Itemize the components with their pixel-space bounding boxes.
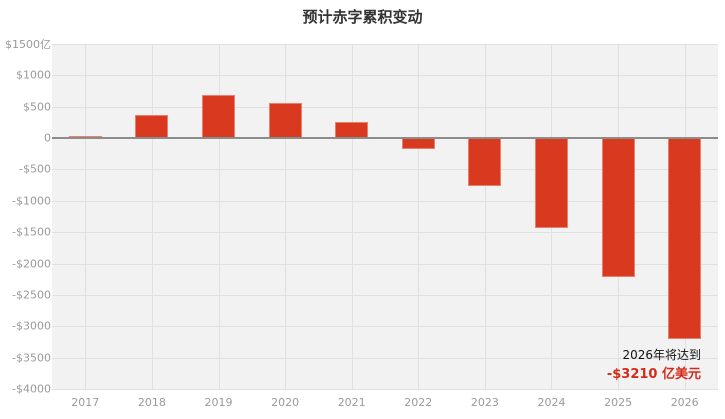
y-tick-label: -$2000	[12, 257, 51, 271]
bar-2024[interactable]	[535, 138, 568, 228]
v-gridline	[352, 44, 353, 389]
zero-baseline	[52, 137, 718, 140]
annotation-line2: -$3210 亿美元	[606, 367, 701, 382]
x-tick-label: 2019	[204, 396, 233, 409]
chart-title: 预计赤字累积变动	[302, 8, 423, 26]
v-gridline	[285, 44, 286, 389]
y-tick-label: -$3000	[12, 319, 51, 333]
h-gridline	[52, 201, 718, 202]
y-tick-label: -$1500	[12, 225, 51, 239]
x-tick-label: 2017	[71, 396, 100, 409]
y-tick-label: -$500	[19, 162, 51, 176]
x-tick-label: 2021	[337, 396, 366, 409]
v-gridline	[85, 44, 86, 389]
y-tick-label: $1500亿	[5, 38, 51, 51]
y-tick-label: 0	[44, 131, 51, 145]
bar-2018[interactable]	[135, 114, 169, 139]
h-gridline	[52, 44, 718, 45]
x-tick-label: 2024	[537, 396, 566, 409]
h-gridline	[52, 75, 718, 76]
x-tick-label: 2025	[604, 396, 633, 409]
annotation-line1: 2026年将达到	[622, 348, 701, 362]
y-tick-label: -$4000	[12, 382, 51, 396]
bar-2019[interactable]	[202, 95, 235, 139]
v-gridline	[418, 44, 419, 389]
h-gridline	[52, 264, 718, 265]
h-gridline	[52, 232, 718, 233]
h-gridline	[52, 169, 718, 170]
v-gridline	[485, 44, 486, 389]
h-gridline	[52, 295, 718, 296]
y-tick-label: $500	[23, 100, 51, 114]
y-tick-label: -$2500	[12, 288, 51, 302]
y-tick-label: -$1000	[12, 194, 51, 208]
x-tick-label: 2023	[470, 396, 499, 409]
x-tick-label: 2020	[271, 396, 300, 409]
bar-2025[interactable]	[601, 138, 635, 278]
bar-2026[interactable]	[668, 138, 702, 340]
y-tick-label: $1000	[16, 68, 51, 82]
bar-2021[interactable]	[335, 121, 369, 139]
v-gridline	[219, 44, 220, 389]
bar-2022[interactable]	[401, 138, 435, 150]
bar-2020[interactable]	[268, 102, 302, 139]
h-gridline	[52, 358, 718, 359]
plot-area	[52, 44, 718, 390]
h-gridline	[52, 107, 718, 108]
h-gridline	[52, 389, 718, 390]
x-tick-label: 2018	[137, 396, 166, 409]
bar-2023[interactable]	[468, 138, 502, 186]
final-value-annotation: 2026年将达到 -$3210 亿美元	[607, 346, 701, 382]
h-gridline	[52, 326, 718, 327]
x-tick-label: 2026	[670, 396, 699, 409]
y-tick-label: -$3500	[12, 351, 51, 365]
x-tick-label: 2022	[404, 396, 433, 409]
v-gridline	[152, 44, 153, 389]
